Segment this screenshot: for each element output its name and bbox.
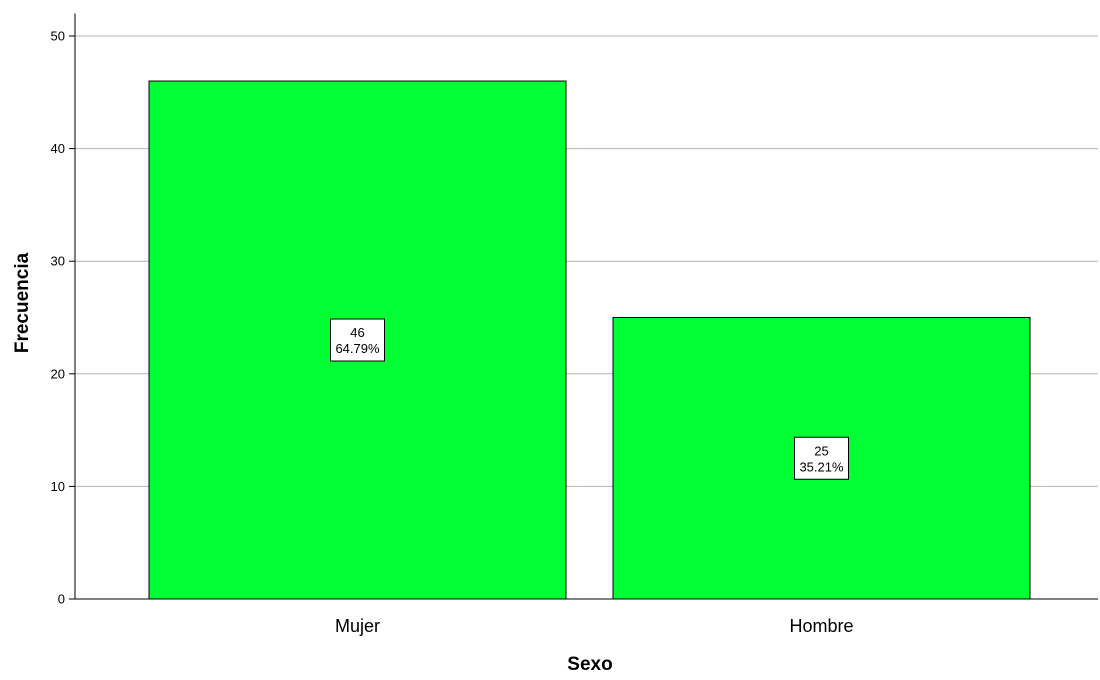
x-category-label: Mujer	[335, 616, 380, 636]
axis-layer: 0 10 20 30 40 50 Mujer Hombre	[51, 13, 1098, 636]
data-label-percent: 35.21%	[799, 459, 844, 474]
bar-layer	[148, 80, 1031, 600]
y-tick-label: 40	[51, 141, 65, 156]
x-axis-title: Sexo	[567, 654, 612, 675]
x-category-label: Hombre	[789, 616, 853, 636]
data-label-count: 46	[350, 325, 364, 340]
data-label-percent: 64.79%	[335, 341, 380, 356]
y-axis-title: Frecuencia	[12, 252, 33, 353]
data-label-count: 25	[814, 443, 828, 458]
y-tick-label: 10	[51, 479, 65, 494]
y-tick-label: 30	[51, 254, 65, 269]
y-tick-label: 20	[51, 366, 65, 381]
data-label-box	[794, 436, 849, 480]
data-label-box	[330, 318, 385, 362]
y-tick-label: 0	[58, 592, 65, 607]
y-tick-label: 50	[51, 29, 65, 44]
